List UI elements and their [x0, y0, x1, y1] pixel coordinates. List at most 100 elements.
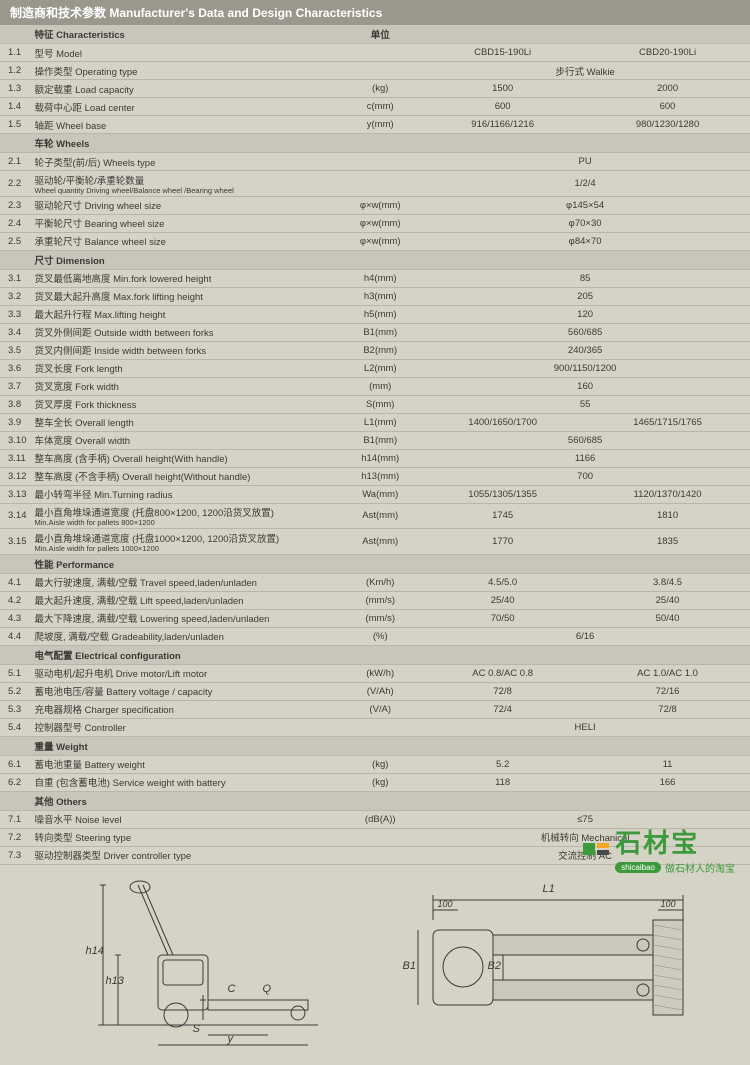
section-label: 重量 Weight — [31, 736, 341, 755]
section-row: 尺寸 Dimension — [0, 250, 750, 269]
row-label: 蓄电池重量 Battery weight — [31, 755, 341, 773]
row-num: 7.1 — [0, 810, 31, 828]
data-row: 3.5货叉内侧间距 Inside width between forksB2(m… — [0, 341, 750, 359]
watermark-badge: shicaibao — [615, 862, 661, 873]
data-row: 2.2驱动轮/平衡轮/承重轮数量Wheel quantity Driving w… — [0, 171, 750, 197]
row-unit — [340, 171, 420, 197]
row-value: 560/685 — [420, 323, 750, 341]
row-unit: h4(mm) — [340, 269, 420, 287]
row-value-2: CBD20-190Li — [585, 44, 750, 62]
row-num: 3.4 — [0, 323, 31, 341]
diagram-area: h14 h13 C Q S y — [0, 865, 750, 1065]
row-num: 3.11 — [0, 449, 31, 467]
row-value-1: 1055/1305/1355 — [420, 485, 585, 503]
row-num: 3.10 — [0, 431, 31, 449]
row-label: 最大起升速度, 满载/空载 Lift speed,laden/unladen — [31, 591, 341, 609]
row-label: 最大起升行程 Max.lifting height — [31, 305, 341, 323]
row-label: 控制器型号 Controller — [31, 718, 341, 736]
dim-y: y — [228, 1033, 234, 1045]
row-num: 3.1 — [0, 269, 31, 287]
row-num: 3.12 — [0, 467, 31, 485]
row-label: 最小直角堆垛通道宽度 (托盘800×1200, 1200沿货叉放置)Min.Ai… — [31, 503, 341, 529]
data-row: 5.1驱动电机/起升电机 Drive motor/Lift motor(kW/h… — [0, 664, 750, 682]
data-row: 6.2自重 (包含蓄电池) Service weight with batter… — [0, 773, 750, 791]
row-label: 货叉宽度 Fork width — [31, 377, 341, 395]
row-num: 2.4 — [0, 214, 31, 232]
data-row: 3.15最小直角堆垛通道宽度 (托盘1000×1200, 1200沿货叉放置)M… — [0, 529, 750, 555]
row-unit: S(mm) — [340, 395, 420, 413]
watermark-tag: 做石材人的淘宝 — [665, 860, 735, 875]
data-row: 1.4载荷中心距 Load centerc(mm)600600 — [0, 98, 750, 116]
row-unit — [340, 846, 420, 864]
row-num: 3.2 — [0, 287, 31, 305]
row-value-2: 166 — [585, 773, 750, 791]
row-label: 载荷中心距 Load center — [31, 98, 341, 116]
data-row: 3.3最大起升行程 Max.lifting heighth5(mm)120 — [0, 305, 750, 323]
side-diagram: h14 h13 C Q S y — [48, 875, 328, 1055]
row-label: 最大行驶速度, 满载/空载 Travel speed,laden/unladen — [31, 573, 341, 591]
row-num: 2.2 — [0, 171, 31, 197]
row-value-1: 1500 — [420, 80, 585, 98]
section-row: 重量 Weight — [0, 736, 750, 755]
data-row: 1.5轴距 Wheel basey(mm)916/1166/1216980/12… — [0, 116, 750, 134]
row-value: HELI — [420, 718, 750, 736]
row-unit: (Km/h) — [340, 573, 420, 591]
data-row: 6.1蓄电池重量 Battery weight(kg)5.211 — [0, 755, 750, 773]
watermark-brand: 石材宝 — [615, 823, 735, 860]
row-num: 6.1 — [0, 755, 31, 773]
section-row: 车轮 Wheels — [0, 134, 750, 153]
row-unit — [340, 828, 420, 846]
row-label: 驱动控制器类型 Driver controller type — [31, 846, 341, 864]
row-unit — [340, 44, 420, 62]
dim-100a: 100 — [438, 899, 453, 909]
data-row: 3.4货叉外侧间距 Outside width between forksB1(… — [0, 323, 750, 341]
row-num: 3.15 — [0, 529, 31, 555]
row-value: φ70×30 — [420, 214, 750, 232]
data-row: 3.6货叉长度 Fork lengthL2(mm)900/1150/1200 — [0, 359, 750, 377]
row-value: 6/16 — [420, 627, 750, 645]
data-row: 4.1最大行驶速度, 满载/空载 Travel speed,laden/unla… — [0, 573, 750, 591]
row-num: 2.3 — [0, 196, 31, 214]
row-unit: h14(mm) — [340, 449, 420, 467]
data-row: 4.2最大起升速度, 满载/空载 Lift speed,laden/unlade… — [0, 591, 750, 609]
row-value-2: 2000 — [585, 80, 750, 98]
row-label: 充电器规格 Charger specification — [31, 700, 341, 718]
row-value-2: 1120/1370/1420 — [585, 485, 750, 503]
row-value-2: 50/40 — [585, 609, 750, 627]
row-label: 货叉长度 Fork length — [31, 359, 341, 377]
data-row: 5.4控制器型号 Controller HELI — [0, 718, 750, 736]
data-row: 3.2货叉最大起升高度 Max.fork lifting heighth3(mm… — [0, 287, 750, 305]
data-row: 3.12整车高度 (不含手柄) Overall height(Without h… — [0, 467, 750, 485]
data-row: 3.10车体宽度 Overall widthB1(mm)560/685 — [0, 431, 750, 449]
row-unit: y(mm) — [340, 116, 420, 134]
row-label: 最大下降速度, 满载/空载 Lowering speed,laden/unlad… — [31, 609, 341, 627]
row-unit: L2(mm) — [340, 359, 420, 377]
data-row: 4.4爬坡度, 满载/空载 Gradeability,laden/unladen… — [0, 627, 750, 645]
row-label: 轮子类型(前/后) Wheels type — [31, 153, 341, 171]
row-num: 5.4 — [0, 718, 31, 736]
spec-table: 特征 Characteristics单位1.1型号 ModelCBD15-190… — [0, 25, 750, 865]
row-label: 货叉最低离地高度 Min.fork lowered height — [31, 269, 341, 287]
row-value-1: 1745 — [420, 503, 585, 529]
row-value-1: 72/4 — [420, 700, 585, 718]
row-label: 驱动电机/起升电机 Drive motor/Lift motor — [31, 664, 341, 682]
section-label: 车轮 Wheels — [31, 134, 341, 153]
row-value-1: 916/1166/1216 — [420, 116, 585, 134]
section-row: 特征 Characteristics单位 — [0, 25, 750, 44]
row-unit: (kg) — [340, 755, 420, 773]
row-label: 整车高度 (含手柄) Overall height(With handle) — [31, 449, 341, 467]
row-unit — [340, 718, 420, 736]
row-value: 120 — [420, 305, 750, 323]
row-value: 700 — [420, 467, 750, 485]
row-num: 1.4 — [0, 98, 31, 116]
watermark-logo — [583, 843, 609, 855]
row-label: 最小直角堆垛通道宽度 (托盘1000×1200, 1200沿货叉放置)Min.A… — [31, 529, 341, 555]
dim-C: C — [228, 983, 236, 995]
row-unit: B1(mm) — [340, 323, 420, 341]
row-value-1: 72/8 — [420, 682, 585, 700]
data-row: 3.13最小转弯半径 Min.Turning radiusWa(mm)1055/… — [0, 485, 750, 503]
row-value-1: 1770 — [420, 529, 585, 555]
row-num: 3.5 — [0, 341, 31, 359]
row-label: 货叉外侧间距 Outside width between forks — [31, 323, 341, 341]
row-unit: Ast(mm) — [340, 529, 420, 555]
